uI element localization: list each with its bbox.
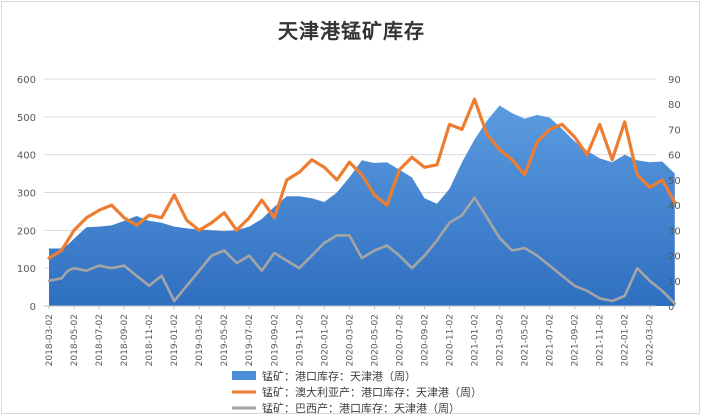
y-right-tick-label: 20 <box>668 252 681 263</box>
x-tick-label: 2019-07-02 <box>245 314 255 366</box>
x-tick-label: 2020-05-02 <box>370 314 380 366</box>
y-right-tick-label: 30 <box>668 226 681 237</box>
y-left-tick-label: 100 <box>17 264 36 275</box>
x-tick-label: 2020-03-02 <box>345 314 355 366</box>
x-tick-label: 2018-09-02 <box>120 314 130 366</box>
x-tick-label: 2022-01-02 <box>621 314 631 366</box>
y-right-tick-label: 90 <box>668 75 681 86</box>
x-tick-label: 2020-07-02 <box>395 314 405 366</box>
y-left-tick-label: 600 <box>17 75 36 86</box>
x-tick-label: 2018-07-02 <box>95 314 105 366</box>
y-left-tick-label: 300 <box>17 189 36 200</box>
line-series-brazil <box>47 196 677 305</box>
y-left-tick-label: 0 <box>30 302 36 313</box>
axes: 0 100 200 300 400 500 600 0 10 20 30 40 50 60 70 80 90 20… <box>17 75 681 366</box>
x-tick-label: 2019-05-02 <box>220 314 230 366</box>
area-series-stock <box>49 105 675 306</box>
y-right-tick-label: 0 <box>668 302 674 313</box>
legend-label: 锰矿：港口库存：天津港（周） <box>262 369 416 383</box>
y-left-tick-label: 500 <box>17 113 36 124</box>
chart-title: 天津港锰矿库存 <box>278 19 425 43</box>
line-series-layer <box>47 97 677 305</box>
line-series-australia <box>47 97 677 260</box>
legend: 锰矿：港口库存：天津港（周） 锰矿：澳大利亚产：港口库存：天津港（周） 锰矿：巴西产… <box>232 369 482 415</box>
x-tick-label: 2019-01-02 <box>170 314 180 366</box>
y-right-tick-label: 40 <box>668 201 681 212</box>
legend-label: 锰矿：巴西产：港口库存：天津港（周） <box>262 401 460 415</box>
y-left-tick-label: 200 <box>17 226 36 237</box>
x-tick-label: 2021-05-02 <box>521 314 531 366</box>
x-tick-label: 2022-03-02 <box>646 314 656 366</box>
x-tick-label: 2019-11-02 <box>295 314 305 366</box>
x-tick-label: 2019-09-02 <box>270 314 280 366</box>
x-tick-label: 2021-11-02 <box>596 314 606 366</box>
x-tick-label: 2021-09-02 <box>571 314 581 366</box>
x-tick-label: 2020-01-02 <box>320 314 330 366</box>
x-tick-label: 2018-11-02 <box>145 314 155 366</box>
x-tick-label: 2021-01-02 <box>471 314 481 366</box>
y-right-tick-label: 10 <box>668 277 681 288</box>
y-left-tick-label: 400 <box>17 151 36 162</box>
x-tick-label: 2021-07-02 <box>546 314 556 366</box>
y-right-tick-label: 80 <box>668 100 681 111</box>
x-tick-label: 2020-11-02 <box>445 314 455 366</box>
x-tick-label: 2019-03-02 <box>195 314 205 366</box>
x-tick-label: 2020-09-02 <box>420 314 430 366</box>
legend-label: 锰矿：澳大利亚产：港口库存：天津港（周） <box>262 385 482 399</box>
y-right-tick-label: 60 <box>668 151 681 162</box>
x-tick-label: 2018-03-02 <box>45 314 55 366</box>
y-right-tick-label: 70 <box>668 125 681 136</box>
legend-swatch-area <box>232 371 256 380</box>
area-series-layer <box>49 105 675 306</box>
y-right-tick-label: 50 <box>668 176 681 187</box>
x-tick-label: 2021-03-02 <box>496 314 506 366</box>
x-tick-label: 2018-05-02 <box>70 314 80 366</box>
